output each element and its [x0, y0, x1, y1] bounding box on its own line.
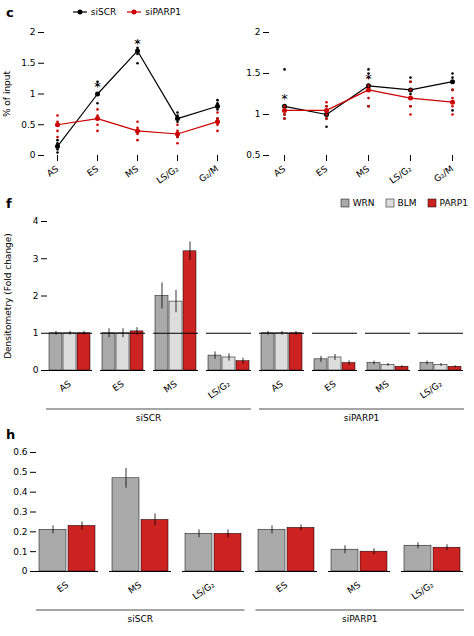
svg-text:AS: AS	[57, 378, 73, 393]
svg-text:siSCR: siSCR	[128, 614, 153, 624]
svg-text:siPARP1: siPARP1	[342, 614, 378, 624]
svg-text:LS/G₂: LS/G₂	[206, 378, 232, 400]
svg-text:0: 0	[22, 566, 28, 576]
svg-text:1: 1	[255, 109, 261, 119]
svg-text:ES: ES	[111, 378, 126, 393]
svg-text:% of input: % of input	[2, 70, 12, 117]
html-text:BLM: BLM	[397, 198, 417, 208]
html-text:siPARP1: siPARP1	[145, 7, 181, 17]
svg-text:LS/G₂: LS/G₂	[388, 163, 414, 185]
svg-text:LS/G₂: LS/G₂	[410, 579, 436, 601]
svg-text:LS/G₂: LS/G₂	[191, 579, 217, 601]
svg-text:0.1: 0.1	[13, 547, 27, 557]
svg-text:1: 1	[33, 328, 39, 338]
svg-text:2: 2	[255, 27, 261, 37]
svg-text:MS: MS	[124, 163, 141, 179]
svg-text:MS: MS	[355, 163, 372, 179]
svg-text:0: 0	[33, 365, 39, 375]
svg-text:ES: ES	[85, 163, 100, 178]
svg-text:2: 2	[30, 27, 36, 37]
svg-text:0.5: 0.5	[246, 150, 260, 160]
svg-text:1.5: 1.5	[21, 58, 35, 68]
html-text:h: h	[6, 426, 16, 442]
svg-text:ES: ES	[274, 579, 289, 594]
svg-text:0.4: 0.4	[13, 487, 28, 497]
svg-text:LS/G₂: LS/G₂	[418, 378, 444, 400]
svg-text:*: *	[365, 71, 372, 86]
svg-text:MS: MS	[162, 378, 179, 394]
svg-text:siSCR: siSCR	[136, 413, 161, 423]
html-text:c: c	[6, 4, 14, 20]
svg-text:0.5: 0.5	[21, 120, 35, 130]
svg-text:LS/G₂: LS/G₂	[155, 163, 181, 185]
svg-text:AS: AS	[269, 378, 285, 393]
svg-text:4: 4	[33, 216, 39, 226]
svg-text:2: 2	[33, 291, 39, 301]
svg-text:G₂/M: G₂/M	[197, 164, 220, 184]
svg-text:0: 0	[30, 150, 36, 160]
svg-text:MS: MS	[127, 579, 144, 595]
svg-text:AS: AS	[272, 163, 288, 178]
svg-text:0.6: 0.6	[13, 447, 28, 457]
svg-text:MS: MS	[374, 378, 391, 394]
svg-text:1.5: 1.5	[246, 68, 260, 78]
html-text:f: f	[6, 195, 12, 211]
svg-text:*: *	[134, 36, 141, 51]
svg-text:0.3: 0.3	[13, 507, 27, 517]
svg-text:siPARP1: siPARP1	[344, 413, 380, 423]
svg-text:ES: ES	[314, 163, 329, 178]
svg-text:Densitometry (Fold change): Densitometry (Fold change)	[3, 233, 13, 359]
html-text:siSCR: siSCR	[90, 7, 117, 17]
svg-text:MS: MS	[346, 579, 363, 595]
svg-text:0.2: 0.2	[13, 527, 27, 537]
svg-text:AS: AS	[45, 163, 61, 178]
svg-text:ES: ES	[55, 579, 70, 594]
svg-text:0.5: 0.5	[13, 467, 27, 477]
svg-text:G₂/M: G₂/M	[432, 164, 455, 184]
svg-text:*: *	[94, 79, 101, 94]
html-text:WRN: WRN	[352, 198, 375, 208]
svg-text:ES: ES	[323, 378, 338, 393]
svg-text:3: 3	[33, 254, 39, 264]
svg-text:*: *	[281, 91, 288, 106]
svg-text:1: 1	[30, 89, 36, 99]
html-text:PARP1: PARP1	[439, 198, 468, 208]
